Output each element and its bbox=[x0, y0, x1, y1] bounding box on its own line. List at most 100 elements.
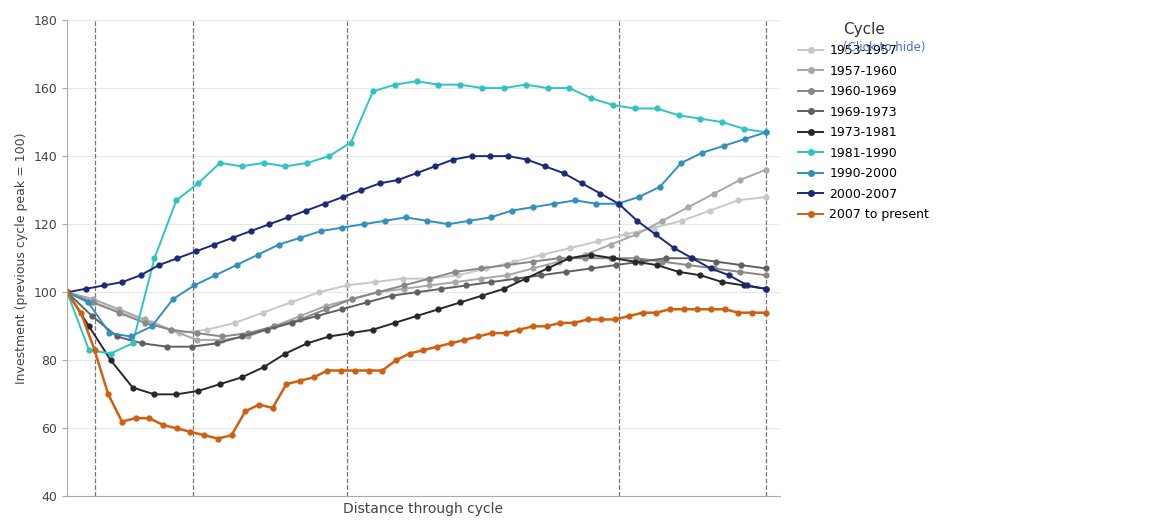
2000-2007 bbox=[152, 262, 166, 268]
1960-1969 bbox=[733, 269, 747, 275]
1973-1981 bbox=[563, 255, 577, 261]
1953-1957 bbox=[564, 245, 578, 251]
1957-1960 bbox=[60, 289, 74, 295]
Legend: 1953-1957, 1957-1960, 1960-1969, 1969-1973, 1973-1981, 1981-1990, 1990-2000, 200: 1953-1957, 1957-1960, 1960-1969, 1969-19… bbox=[793, 16, 934, 226]
1969-1973 bbox=[260, 327, 274, 333]
1981-1990 bbox=[650, 105, 664, 112]
1981-1990 bbox=[82, 347, 96, 353]
1969-1973 bbox=[184, 344, 198, 350]
1981-1990 bbox=[716, 119, 730, 125]
1953-1957 bbox=[731, 197, 745, 203]
1960-1969 bbox=[474, 266, 488, 272]
1957-1960 bbox=[449, 279, 463, 285]
2007 to present bbox=[525, 323, 539, 329]
2000-2007 bbox=[171, 255, 184, 261]
1957-1960 bbox=[345, 296, 358, 302]
1973-1981 bbox=[476, 293, 490, 299]
2000-2007 bbox=[667, 245, 681, 251]
2000-2007 bbox=[318, 201, 332, 207]
Line: 1953-1957: 1953-1957 bbox=[65, 194, 768, 336]
1981-1990 bbox=[322, 153, 336, 159]
1957-1960 bbox=[603, 242, 617, 248]
1990-2000 bbox=[695, 150, 709, 156]
1960-1969 bbox=[345, 296, 358, 302]
2007 to present bbox=[499, 330, 513, 336]
1953-1957 bbox=[675, 218, 689, 224]
1969-1973 bbox=[409, 289, 423, 295]
1960-1969 bbox=[164, 327, 177, 333]
1957-1960 bbox=[552, 259, 566, 265]
1990-2000 bbox=[335, 225, 349, 231]
1990-2000 bbox=[738, 136, 752, 142]
2000-2007 bbox=[611, 201, 625, 207]
1957-1960 bbox=[267, 323, 281, 329]
1957-1960 bbox=[474, 276, 488, 282]
1957-1960 bbox=[655, 218, 669, 224]
2000-2007 bbox=[133, 272, 147, 278]
1981-1990 bbox=[60, 289, 74, 295]
1973-1981 bbox=[234, 374, 248, 381]
1981-1990 bbox=[541, 85, 554, 91]
1981-1990 bbox=[585, 95, 599, 101]
1990-2000 bbox=[356, 221, 370, 227]
2000-2007 bbox=[391, 177, 405, 183]
1981-1990 bbox=[300, 160, 314, 166]
1969-1973 bbox=[659, 255, 673, 261]
1981-1990 bbox=[496, 85, 510, 91]
1990-2000 bbox=[124, 333, 138, 340]
1990-2000 bbox=[717, 143, 731, 149]
2000-2007 bbox=[79, 286, 93, 292]
Line: 2000-2007: 2000-2007 bbox=[65, 153, 768, 295]
1990-2000 bbox=[187, 282, 201, 289]
1973-1981 bbox=[650, 262, 664, 268]
1973-1981 bbox=[432, 306, 445, 312]
2000-2007 bbox=[299, 208, 313, 214]
1981-1990 bbox=[345, 139, 358, 145]
Line: 1957-1960: 1957-1960 bbox=[65, 167, 768, 342]
1990-2000 bbox=[60, 289, 74, 295]
1953-1957 bbox=[227, 320, 241, 326]
1960-1969 bbox=[113, 310, 126, 316]
1969-1973 bbox=[284, 320, 298, 326]
1990-2000 bbox=[251, 252, 264, 258]
1960-1969 bbox=[216, 333, 230, 340]
1973-1981 bbox=[606, 255, 619, 261]
1969-1973 bbox=[160, 344, 174, 350]
Line: 1960-1969: 1960-1969 bbox=[65, 256, 768, 339]
2000-2007 bbox=[244, 228, 258, 234]
1990-2000 bbox=[230, 262, 244, 268]
1969-1973 bbox=[360, 299, 374, 306]
1957-1960 bbox=[733, 177, 747, 183]
1981-1990 bbox=[519, 81, 532, 88]
1981-1990 bbox=[606, 102, 619, 108]
1990-2000 bbox=[674, 160, 688, 166]
1973-1981 bbox=[694, 272, 708, 278]
1990-2000 bbox=[632, 194, 646, 200]
1973-1981 bbox=[454, 299, 467, 306]
2007 to present bbox=[211, 435, 225, 442]
1957-1960 bbox=[113, 306, 126, 312]
1960-1969 bbox=[422, 276, 436, 282]
1953-1957 bbox=[116, 310, 130, 316]
1960-1969 bbox=[552, 255, 566, 261]
1990-2000 bbox=[293, 235, 307, 241]
1957-1960 bbox=[86, 296, 100, 302]
1981-1990 bbox=[432, 81, 445, 88]
1957-1960 bbox=[525, 266, 539, 272]
1957-1960 bbox=[578, 252, 592, 258]
1969-1973 bbox=[734, 262, 748, 268]
1957-1960 bbox=[216, 337, 230, 343]
2000-2007 bbox=[648, 231, 662, 237]
1973-1981 bbox=[104, 357, 118, 364]
1990-2000 bbox=[314, 228, 328, 234]
2007 to present bbox=[320, 367, 334, 374]
2000-2007 bbox=[630, 218, 644, 224]
1973-1981 bbox=[541, 266, 554, 272]
1953-1957 bbox=[479, 266, 493, 272]
1981-1990 bbox=[365, 88, 379, 95]
2000-2007 bbox=[428, 163, 442, 169]
1981-1990 bbox=[147, 255, 161, 261]
1960-1969 bbox=[681, 262, 695, 268]
1960-1969 bbox=[655, 259, 669, 265]
2000-2007 bbox=[465, 153, 479, 159]
